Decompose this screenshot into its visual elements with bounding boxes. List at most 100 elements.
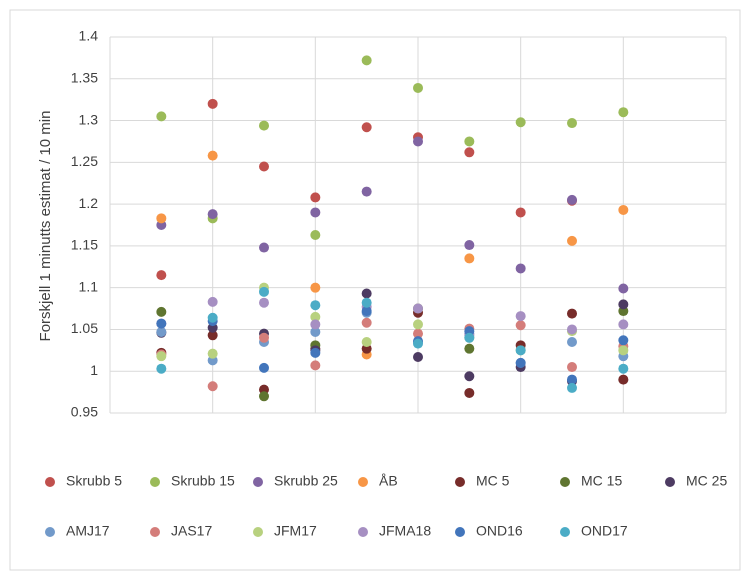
legend-label: JAS17	[171, 523, 212, 539]
point	[618, 363, 629, 374]
y-tick-label: 0.95	[71, 404, 98, 420]
point	[207, 296, 218, 307]
point	[259, 362, 269, 373]
point	[156, 318, 167, 329]
point	[567, 194, 577, 205]
legend-marker	[253, 477, 263, 487]
point	[618, 299, 629, 310]
point	[567, 235, 577, 246]
point	[310, 192, 321, 203]
point	[310, 282, 321, 293]
point	[618, 107, 629, 118]
point	[618, 345, 629, 356]
point	[310, 326, 321, 337]
legend-label: Skrubb 15	[171, 473, 235, 489]
legend-label: MC 15	[581, 473, 622, 489]
legend-marker	[45, 527, 55, 537]
point	[310, 311, 321, 322]
point	[156, 306, 167, 317]
point	[310, 207, 321, 218]
legend-label: Skrubb 25	[274, 473, 338, 489]
point	[413, 303, 423, 314]
point	[259, 242, 269, 253]
point	[464, 387, 475, 398]
point	[361, 122, 372, 133]
point	[207, 348, 218, 359]
point	[618, 319, 629, 330]
point	[515, 263, 526, 274]
legend-marker	[358, 477, 368, 487]
point	[259, 161, 269, 172]
point	[207, 312, 218, 323]
point	[207, 330, 218, 341]
legend-marker	[150, 477, 160, 487]
legend-marker	[560, 527, 570, 537]
point	[515, 345, 526, 356]
legend-label: MC 5	[476, 473, 510, 489]
point	[156, 351, 167, 362]
legend-label: MC 25	[686, 473, 727, 489]
legend-marker	[560, 477, 570, 487]
legend-label: OND16	[476, 523, 523, 539]
point	[259, 391, 269, 402]
point	[361, 288, 372, 299]
legend-marker	[253, 527, 263, 537]
legend-marker	[455, 527, 465, 537]
point	[310, 230, 321, 241]
point	[567, 324, 577, 335]
point	[156, 363, 167, 374]
point	[464, 332, 475, 343]
point	[515, 207, 526, 218]
point	[361, 297, 372, 308]
legend-label: JFM17	[274, 523, 317, 539]
point	[515, 357, 526, 368]
legend-label: Skrubb 5	[66, 473, 122, 489]
point	[207, 381, 218, 392]
point	[310, 319, 321, 330]
legend-marker	[150, 527, 160, 537]
legend-label: ÅB	[379, 473, 398, 489]
legend-marker	[455, 477, 465, 487]
point	[310, 300, 321, 311]
legend-marker	[45, 477, 55, 487]
point	[618, 204, 629, 215]
y-tick-label: 1.35	[71, 69, 98, 85]
point	[618, 283, 629, 294]
point	[618, 335, 629, 346]
y-tick-label: 1.3	[79, 111, 99, 127]
y-tick-label: 1.4	[79, 28, 99, 44]
point	[259, 332, 269, 343]
point	[515, 311, 526, 322]
point	[515, 320, 526, 331]
point	[156, 213, 167, 224]
point	[464, 136, 475, 147]
point	[361, 55, 372, 66]
point	[156, 270, 167, 281]
point	[464, 371, 475, 382]
point	[156, 326, 167, 337]
legend-marker	[358, 527, 368, 537]
point	[464, 253, 475, 264]
point	[413, 136, 423, 147]
point	[515, 117, 526, 128]
point	[259, 120, 269, 131]
y-tick-label: 1.25	[71, 153, 98, 169]
point	[361, 336, 372, 347]
point	[207, 150, 218, 161]
y-tick-label: 1.1	[79, 278, 99, 294]
point	[207, 98, 218, 109]
point	[361, 186, 372, 197]
point	[207, 209, 218, 220]
legend-label: OND17	[581, 523, 628, 539]
point	[413, 82, 423, 93]
y-tick-label: 1.2	[79, 195, 99, 211]
y-tick-label: 1.15	[71, 237, 98, 253]
point	[413, 328, 423, 339]
legend-label: AMJ17	[66, 523, 110, 539]
y-tick-label: 1.05	[71, 320, 98, 336]
y-axis-title: Forskjell 1 minutts estimat / 10 min	[37, 111, 54, 342]
point	[464, 343, 475, 354]
point	[567, 336, 577, 347]
